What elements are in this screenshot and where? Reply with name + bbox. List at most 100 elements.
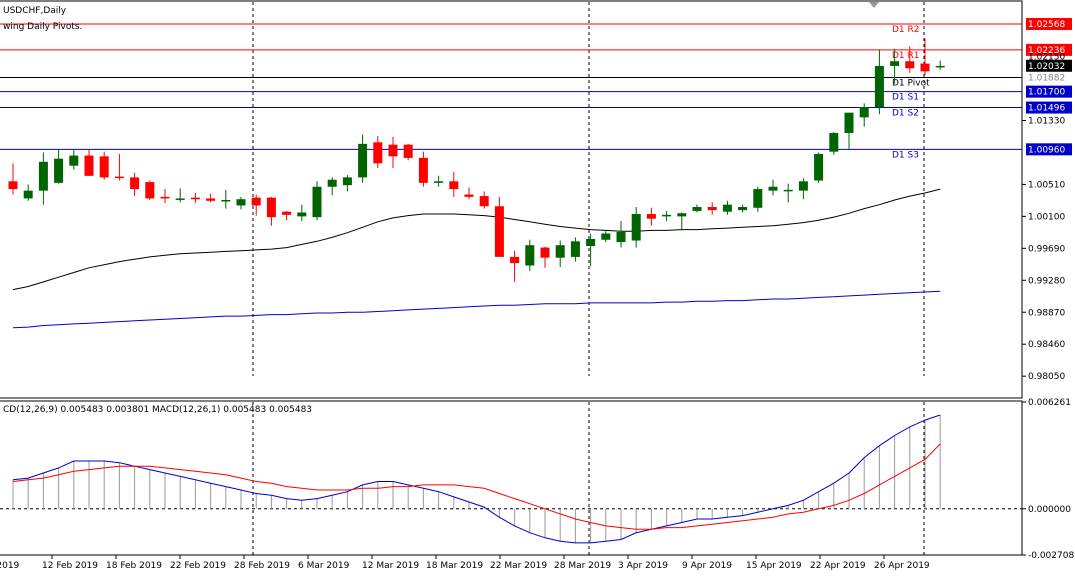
candles bbox=[8, 38, 945, 282]
time-tick-label-5: 6 Mar 2019 bbox=[298, 561, 350, 571]
candle-body-26 bbox=[403, 144, 413, 158]
pivot-price-tag-5 bbox=[1026, 143, 1072, 156]
price-tick-label-2: 0.99690 bbox=[1028, 244, 1065, 254]
moving-averages bbox=[12, 188, 941, 329]
candle-body-59 bbox=[905, 61, 915, 69]
candle-body-55 bbox=[844, 112, 854, 133]
time-tick-label-14: 26 Apr 2019 bbox=[874, 561, 930, 571]
candle-body-46 bbox=[707, 207, 717, 211]
price-tick-label-4: 0.98870 bbox=[1028, 308, 1065, 318]
price-tick-label-7: 1.01330 bbox=[1028, 116, 1065, 126]
candle-body-4 bbox=[69, 155, 79, 166]
pivot-price-text-5: 1.00960 bbox=[1028, 145, 1065, 155]
candle-body-11 bbox=[175, 198, 185, 200]
candle-body-39 bbox=[601, 233, 611, 240]
time-tick-label-2: 18 Feb 2019 bbox=[106, 561, 162, 571]
candle-body-53 bbox=[814, 154, 824, 181]
macd-title: CD(12,26,9) 0.005483 0.003801 MACD(12,26… bbox=[3, 405, 313, 415]
time-tick-label-1: 12 Feb 2019 bbox=[42, 561, 98, 571]
candle-body-56 bbox=[859, 107, 869, 118]
candle-body-15 bbox=[236, 199, 246, 206]
candle-body-20 bbox=[312, 186, 322, 218]
candle-body-43 bbox=[662, 214, 672, 217]
candle-body-8 bbox=[130, 177, 140, 190]
candle-body-32 bbox=[494, 206, 504, 257]
time-tick-label-8: 22 Mar 2019 bbox=[490, 561, 547, 571]
pivot-price-text-4: 1.01496 bbox=[1028, 104, 1065, 114]
pivot-label-3: D1 S1 bbox=[892, 93, 919, 103]
pivot-price-text-0: 1.02568 bbox=[1028, 20, 1065, 30]
pivot-price-tag-4 bbox=[1026, 101, 1072, 114]
macd-line bbox=[12, 414, 941, 544]
candle-body-28 bbox=[434, 181, 444, 183]
candle-body-58 bbox=[890, 61, 900, 66]
candle-body-42 bbox=[646, 214, 656, 219]
candle-body-41 bbox=[631, 214, 641, 241]
candle-body-18 bbox=[282, 211, 292, 215]
pivot-price-text-1: 1.02236 bbox=[1028, 46, 1065, 56]
candle-body-3 bbox=[54, 158, 64, 183]
candle-body-54 bbox=[829, 132, 839, 152]
pivot-price-tag-3 bbox=[1026, 85, 1072, 98]
candle-body-23 bbox=[358, 143, 368, 178]
candle-body-13 bbox=[206, 198, 216, 201]
price-tick-label-6: 0.98050 bbox=[1028, 372, 1065, 382]
price-tick-label-5: 0.98460 bbox=[1028, 340, 1065, 350]
ma-black-line bbox=[12, 188, 941, 291]
candle-body-50 bbox=[768, 186, 778, 191]
time-tick-label-13: 22 Apr 2019 bbox=[810, 561, 866, 571]
period-marker-icon bbox=[869, 2, 879, 8]
price-axis: 1.02568 1.02236 1.01882 1.01700 1.01496 1.009… bbox=[1022, 17, 1074, 561]
candle-body-19 bbox=[297, 212, 307, 217]
pivot-price-tag-0 bbox=[1026, 17, 1072, 30]
candle-body-10 bbox=[160, 196, 170, 199]
candle-body-12 bbox=[190, 197, 200, 200]
time-tick-label-10: 3 Apr 2019 bbox=[618, 561, 668, 571]
candle-body-38 bbox=[586, 238, 596, 246]
candle-body-5 bbox=[84, 155, 94, 176]
candle-body-29 bbox=[449, 181, 459, 190]
candle-body-35 bbox=[540, 247, 550, 258]
candle-body-7 bbox=[114, 176, 124, 179]
candle-body-34 bbox=[525, 245, 535, 266]
candle-body-14 bbox=[221, 200, 231, 202]
current-price-tag bbox=[1026, 59, 1072, 72]
time-tick-label-12: 15 Apr 2019 bbox=[746, 561, 802, 571]
time-tick-label-6: 12 Mar 2019 bbox=[362, 561, 419, 571]
time-tick-label-3: 22 Feb 2019 bbox=[170, 561, 226, 571]
candle-body-27 bbox=[418, 157, 428, 183]
macd-tick-label-2: -0.002708 bbox=[1028, 551, 1074, 561]
price-tick-label-1: 1.00100 bbox=[1028, 212, 1065, 222]
candle-body-9 bbox=[145, 182, 155, 199]
candle-body-16 bbox=[251, 197, 261, 206]
candle-body-33 bbox=[510, 256, 520, 264]
macd-tick-label-1: 0.000000 bbox=[1028, 505, 1071, 515]
candle-body-22 bbox=[342, 177, 352, 186]
time-tick-label-9: 28 Mar 2019 bbox=[554, 561, 611, 571]
pivot-label-0: D1 R2 bbox=[892, 25, 920, 35]
panel-frames bbox=[0, 0, 1023, 556]
candle-body-52 bbox=[798, 181, 808, 191]
candle-body-0 bbox=[8, 181, 18, 190]
candle-body-1 bbox=[23, 190, 33, 199]
macd-signal-line bbox=[12, 443, 941, 530]
candle-body-49 bbox=[753, 189, 763, 208]
candle-body-61 bbox=[935, 65, 945, 68]
candle-body-24 bbox=[373, 142, 383, 164]
main-panel-frame bbox=[0, 0, 1023, 399]
price-tick-label-3: 0.99280 bbox=[1028, 276, 1065, 286]
macd-panel-frame bbox=[0, 400, 1023, 556]
vertical-grid bbox=[252, 2, 925, 555]
time-tick-label-7: 18 Mar 2019 bbox=[426, 561, 483, 571]
pivot-label-4: D1 S2 bbox=[892, 109, 919, 119]
indicator-title: wing Daily Pivots. bbox=[3, 22, 83, 32]
candle-body-25 bbox=[388, 144, 398, 157]
candle-body-2 bbox=[38, 161, 48, 191]
pivot-lines: D1 R2 D1 R1 D1 Pivot D1 S1 D1 S2 D1 S3 bbox=[0, 23, 1022, 160]
candle-body-60 bbox=[920, 63, 930, 72]
pivot-price-tag-1 bbox=[1026, 43, 1072, 56]
candle-body-36 bbox=[555, 245, 565, 258]
time-axis: o 2019 12 Feb 2019 18 Feb 2019 22 Feb 2019 2… bbox=[0, 555, 930, 571]
